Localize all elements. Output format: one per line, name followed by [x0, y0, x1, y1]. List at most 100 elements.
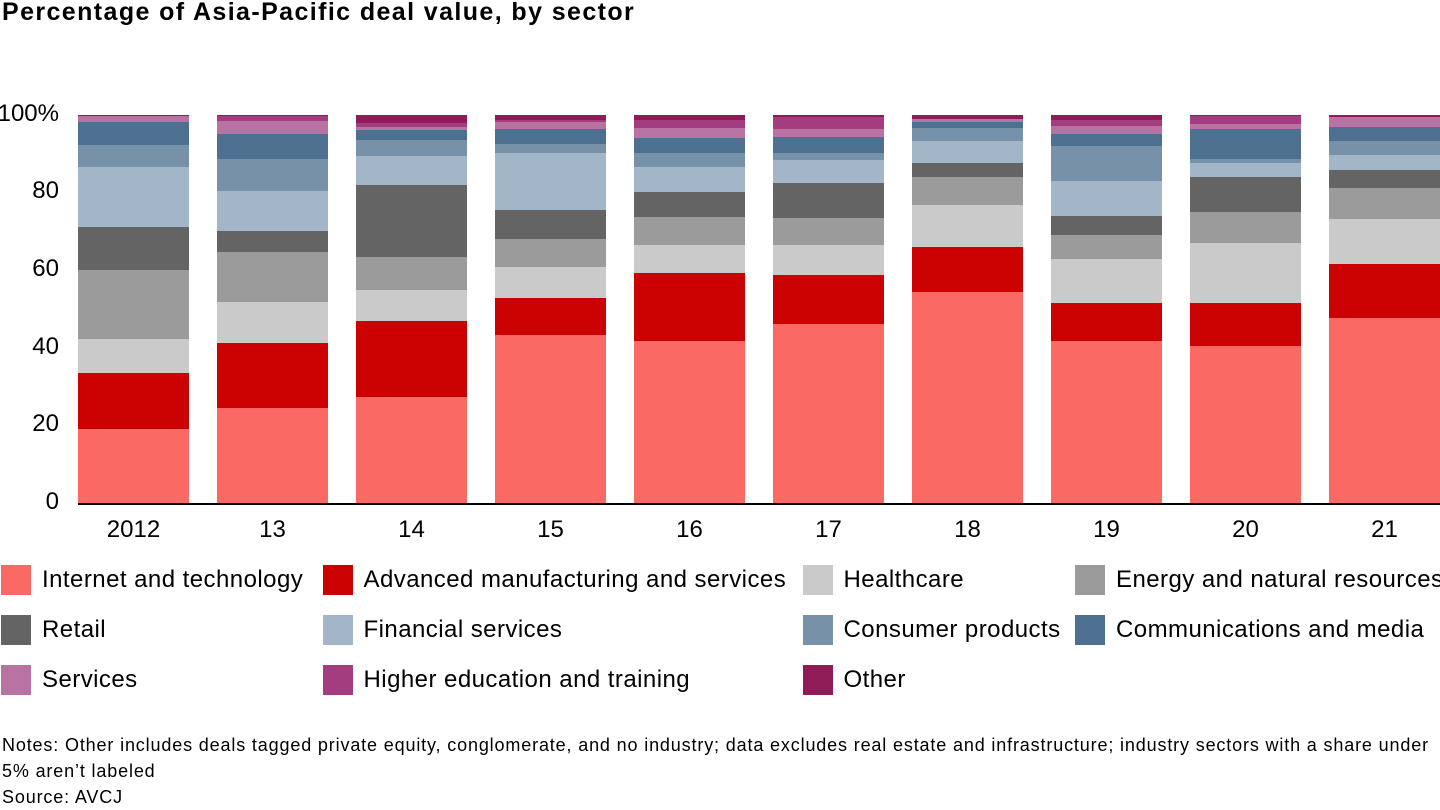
bar-segment [1329, 154, 1440, 171]
bar-segment [217, 408, 328, 503]
legend-item: Financial services [322, 615, 563, 645]
bar-segment [1190, 123, 1301, 130]
bar-segment [78, 269, 189, 340]
legend-swatch [802, 615, 833, 645]
bar-segment [356, 139, 467, 157]
bar-segment [773, 274, 884, 324]
bar-segment [217, 159, 328, 192]
bar-segment [634, 166, 745, 193]
bar-segment [78, 145, 189, 167]
bar-segment [634, 138, 745, 153]
bar-segment [912, 121, 1023, 129]
stacked-bar-13 [217, 114, 328, 503]
bar-segment [634, 245, 745, 274]
bar-segment [773, 129, 884, 138]
bar-segment [78, 429, 189, 503]
legend-label: Internet and technology [42, 566, 304, 593]
x-axis-tick-label: 2012 [106, 516, 161, 543]
legend-item: Healthcare [802, 565, 965, 595]
bar-segment [634, 114, 745, 121]
legend-label: Advanced manufacturing and services [363, 566, 787, 593]
bar-segment [1190, 159, 1301, 164]
bar-segment [773, 217, 884, 246]
legend-swatch [1, 565, 31, 595]
bar-segment [634, 216, 745, 246]
bar-segment [634, 341, 745, 503]
x-axis-tick-label: 16 [676, 516, 703, 543]
y-axis-tick-label: 0 [45, 488, 59, 515]
bar-segment [356, 256, 467, 291]
x-axis-tick-label: 15 [537, 516, 564, 543]
bar-segment [773, 114, 884, 117]
x-axis-tick-label: 20 [1232, 516, 1259, 543]
y-axis-tick-label: 80 [32, 177, 59, 205]
bar-segment [1051, 180, 1162, 216]
chart-notes: Notes: Other includes deals tagged priva… [2, 735, 1429, 781]
bar-segment [912, 128, 1023, 141]
bar-segment [1190, 302, 1301, 346]
bar-segment [634, 152, 745, 167]
bar-segment [356, 126, 467, 131]
bar-segment [1329, 140, 1440, 155]
bar-segment [78, 339, 189, 373]
bar-segment [1329, 318, 1440, 503]
bar-segment [356, 184, 467, 257]
legend-label: Communications and media [1116, 616, 1425, 643]
legend-item: Consumer products [802, 615, 1061, 645]
bar-segment [217, 191, 328, 232]
legend-label: Consumer products [843, 616, 1061, 643]
bar-segment [1329, 114, 1440, 118]
legend-item: Other [802, 665, 906, 695]
bar-segment [1051, 125, 1162, 135]
bar-segment [634, 192, 745, 217]
legend-swatch [802, 665, 833, 695]
bar-segment [773, 137, 884, 153]
legend-label: Financial services [363, 616, 563, 643]
bar-segment [1329, 188, 1440, 220]
legend-item: Internet and technology [1, 565, 303, 595]
bar-segment [495, 143, 606, 153]
bar-segment [495, 120, 606, 122]
legend-item: Higher education and training [322, 665, 691, 695]
bar-segment [1051, 134, 1162, 147]
bar-segment [1329, 117, 1440, 127]
bar-segment [912, 162, 1023, 177]
bar-segment [912, 119, 1023, 122]
bar-segment [634, 128, 745, 139]
legend-swatch [322, 665, 353, 695]
chart-source: Source: AVCJ [2, 787, 123, 807]
bar-segment [912, 140, 1023, 163]
bar-segment [217, 116, 328, 122]
bar-segment [356, 130, 467, 140]
bar-segment [1051, 340, 1162, 503]
bar-segment [773, 160, 884, 184]
stacked-bar-21 [1329, 114, 1440, 503]
stacked-bar-19 [1051, 114, 1162, 503]
stacked-bar-16 [634, 114, 745, 503]
bar-segment [1051, 119, 1162, 126]
bar-segment [495, 152, 606, 211]
legend-swatch [1, 665, 31, 695]
bar-segment [1051, 302, 1162, 341]
bar-segment [495, 210, 606, 239]
bar-segment [773, 116, 884, 130]
legend-label: Retail [42, 616, 107, 643]
bar-segment [78, 227, 189, 270]
bar-segment [1190, 129, 1301, 160]
bar-segment [495, 129, 606, 144]
bar-segment [1190, 345, 1301, 503]
bar-segment [912, 292, 1023, 503]
stacked-bar-2012 [78, 114, 189, 503]
x-axis-tick-label: 17 [815, 516, 842, 543]
bar-segment [78, 116, 189, 122]
legend-swatch [322, 565, 353, 595]
bar-segment [773, 245, 884, 275]
legend-label: Energy and natural resources [1116, 566, 1440, 593]
bar-segment [1190, 212, 1301, 243]
bar-segment [495, 267, 606, 298]
bar-segment [1190, 114, 1301, 116]
y-axis-tick-label: 100% [0, 99, 59, 127]
y-axis-tick-label: 20 [32, 410, 59, 438]
